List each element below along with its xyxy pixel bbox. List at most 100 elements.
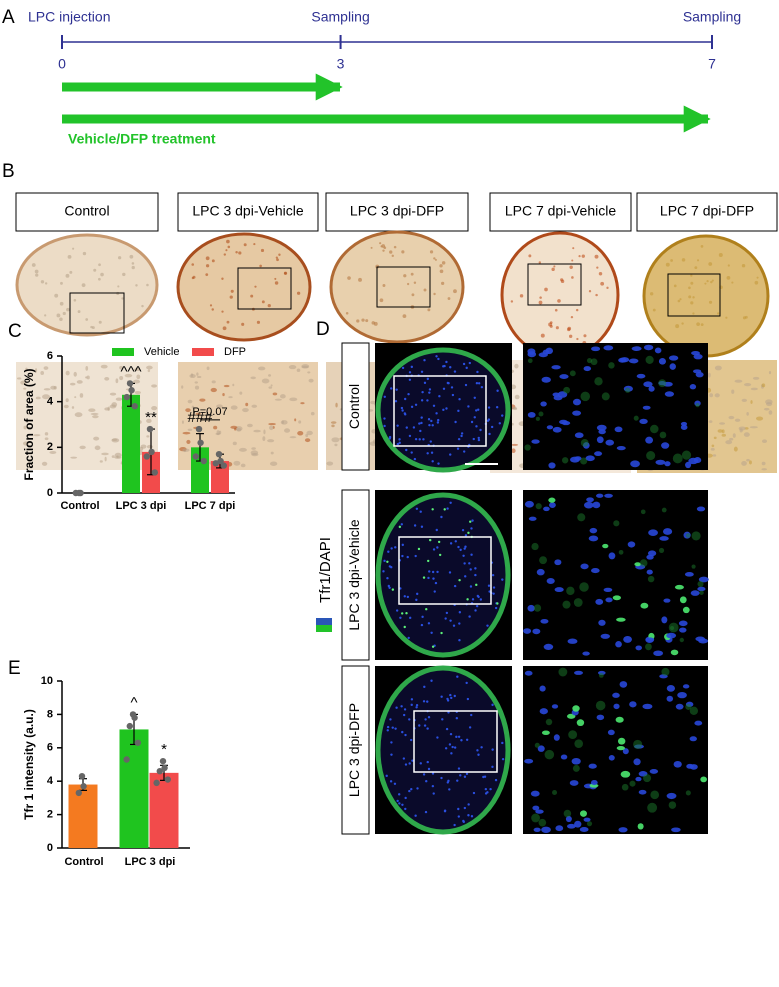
nucleus [391,588,395,591]
nucleus [390,741,393,744]
nucleus [680,424,688,430]
nucleus [589,527,598,534]
nucleus [451,393,455,397]
nucleus [554,559,562,566]
nucleus [414,403,418,407]
zoom-speck [76,380,83,384]
y-tick-label: 6 [47,350,53,362]
zoom-speck [211,380,216,384]
nucleus [588,763,597,769]
speck [688,295,692,299]
nucleus [426,700,429,703]
speck [205,256,210,261]
nucleus [428,388,432,391]
tfr1-signal [647,575,655,583]
zoom-speck [216,430,220,436]
zoom-speck [124,373,133,378]
zoom-speck [762,439,768,444]
nucleus [524,500,534,508]
speck [141,304,144,308]
tfr1-signal [661,507,667,513]
nucleus [438,395,441,398]
nucleus [411,759,414,762]
nucleus [386,725,390,729]
speck [81,283,86,288]
speck [726,276,731,280]
speck [540,333,545,338]
panel-letter: E [8,658,21,679]
nucleus [400,523,404,526]
zoom-speck [50,385,56,390]
zoom-speck [74,412,83,418]
nucleus [469,520,472,523]
nucleus [394,400,398,403]
speck [402,314,407,319]
nucleus [607,729,615,736]
timeline-day: 3 [337,56,345,72]
nucleus [464,534,468,537]
nucleus [456,675,459,678]
nucleus [409,738,413,742]
nucleus [397,793,401,796]
speck [361,318,365,322]
nucleus [483,775,487,778]
nucleus [523,628,532,634]
nucleus [452,624,456,627]
nucleus [679,596,687,604]
nucleus [416,592,419,596]
speck [553,265,556,268]
speck [567,327,571,332]
nucleus [431,645,435,648]
speck [250,294,254,298]
zoom-speck [300,402,305,405]
nucleus [546,577,555,584]
speck [403,274,407,278]
nucleus [415,704,419,707]
speck [744,315,748,319]
nucleus [457,735,461,739]
nucleus [400,406,404,410]
nucleus [537,745,545,752]
tfr1-signal [658,547,665,553]
tfr1-signal [527,358,533,364]
speck [441,281,445,286]
nucleus [449,453,452,456]
tfr1-signal [650,424,659,434]
nucleus [592,501,601,509]
zoom-speck [768,370,772,375]
nucleus [460,434,463,438]
speck [373,321,378,326]
nucleus [393,782,397,785]
data-point [126,722,133,730]
nucleus [574,432,584,439]
nucleus [428,423,431,427]
speck [238,251,242,255]
nucleus [427,622,431,625]
zoom-speck [92,415,99,419]
nucleus [398,438,401,441]
tissue-section [375,665,511,835]
zoom-speck [111,455,115,458]
speck [347,276,351,280]
nucleus [489,787,492,791]
nucleus [453,584,457,588]
panel-letter: A [2,7,15,28]
nucleus [604,493,613,498]
zoom-speck [707,372,711,378]
speck [406,282,410,286]
data-point [159,757,167,765]
speck [44,282,48,285]
nucleus [477,753,480,756]
speck [56,313,61,318]
speck [706,280,709,283]
speck [649,292,654,296]
speck [35,273,39,277]
speck [433,257,436,260]
zoom-speck [279,394,286,399]
zoom-speck [306,430,313,436]
nucleus [420,416,423,419]
nucleus [398,441,401,445]
data-point [134,739,141,746]
speck [725,316,728,319]
zoom-speck [146,365,153,370]
